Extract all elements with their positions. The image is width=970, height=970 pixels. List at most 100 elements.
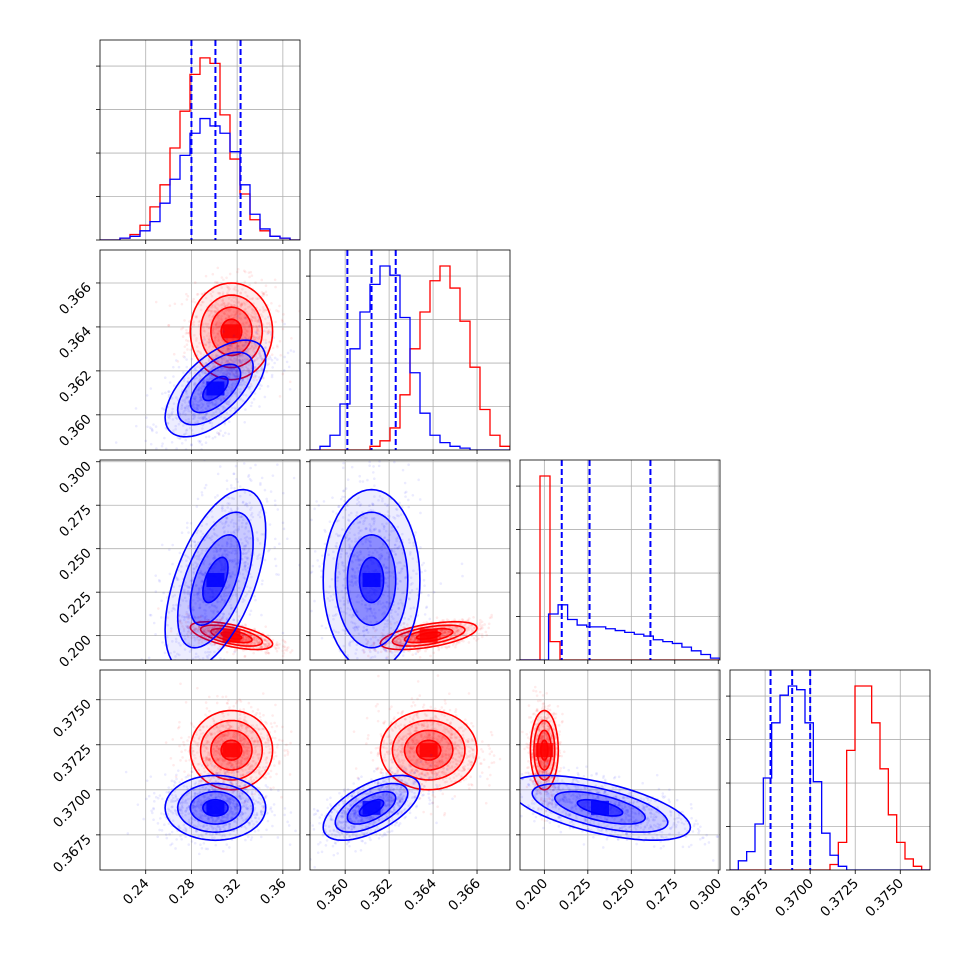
sample-point <box>220 303 223 306</box>
grid-lines <box>100 250 300 450</box>
sample-point <box>223 302 226 305</box>
sample-point <box>230 303 233 307</box>
sample-point <box>317 673 320 676</box>
sample-point <box>223 396 227 400</box>
sample-point <box>185 328 188 332</box>
sample-point <box>232 300 236 303</box>
sample-point <box>220 318 224 321</box>
sample-point <box>234 522 238 525</box>
sample-point <box>206 378 209 381</box>
sample-point <box>265 497 268 501</box>
sample-point <box>189 544 193 547</box>
sample-point <box>243 380 246 384</box>
sample-point <box>264 290 268 294</box>
sample-point <box>186 630 190 634</box>
sample-point <box>266 349 270 352</box>
sample-point <box>194 339 198 342</box>
sample-point <box>228 369 232 373</box>
sample-point <box>192 383 196 387</box>
sample-point <box>214 630 218 633</box>
sample-point <box>199 352 203 356</box>
sample-point <box>206 547 209 551</box>
sample-point <box>264 346 267 350</box>
sample-point <box>247 639 250 642</box>
sample-point <box>233 649 237 653</box>
sample-point <box>208 338 211 342</box>
sample-point <box>206 322 210 326</box>
sample-point <box>157 607 160 610</box>
sample-point <box>241 638 245 642</box>
sample-point <box>178 437 181 440</box>
sample-point <box>228 347 232 351</box>
sample-point <box>237 515 241 519</box>
sample-point <box>217 322 221 325</box>
sample-point <box>200 391 203 395</box>
sample-point <box>268 321 271 325</box>
sample-point <box>214 631 218 635</box>
sample-point <box>195 353 199 356</box>
sample-point <box>197 625 201 629</box>
sample-point <box>237 361 241 365</box>
sample-point <box>154 590 158 593</box>
sample-point <box>243 327 247 330</box>
sample-point <box>213 361 216 365</box>
sample-point <box>193 636 197 640</box>
sample-point <box>344 487 348 490</box>
sample-point <box>238 353 241 356</box>
sample-point <box>259 356 262 359</box>
sample-point <box>245 334 249 337</box>
sample-point <box>238 354 242 358</box>
sample-point <box>201 409 205 412</box>
sample-point <box>191 576 195 580</box>
sample-point <box>220 360 224 364</box>
sample-point <box>215 281 219 285</box>
sample-point <box>162 408 166 411</box>
sample-point <box>199 439 202 443</box>
sample-point <box>216 307 219 310</box>
sample-point <box>175 447 178 450</box>
sample-point <box>244 328 248 332</box>
sample-point <box>195 403 199 407</box>
sample-point <box>217 324 221 327</box>
sample-point <box>198 398 202 402</box>
sample-point <box>206 618 209 621</box>
sample-point <box>269 333 273 336</box>
sample-point <box>178 613 181 617</box>
sample-point <box>254 638 258 642</box>
sample-point <box>275 641 279 644</box>
sample-point <box>219 399 223 402</box>
sample-point <box>197 641 201 645</box>
sample-point <box>224 357 228 361</box>
sample-point <box>232 353 236 356</box>
sample-point <box>232 310 236 313</box>
sample-point <box>187 585 191 589</box>
sample-point <box>191 579 194 583</box>
sample-point <box>252 355 255 358</box>
sample-point <box>216 332 219 335</box>
sample-point <box>249 609 253 613</box>
sample-point <box>167 413 171 416</box>
sample-point <box>266 331 270 334</box>
sample-point <box>217 432 221 435</box>
sample-point <box>160 444 164 448</box>
sample-point <box>199 406 202 410</box>
sample-point <box>244 639 248 643</box>
sample-point <box>265 640 269 644</box>
sample-point <box>255 358 258 361</box>
sample-point <box>265 326 268 329</box>
sample-point <box>212 326 215 329</box>
sample-point <box>151 429 154 433</box>
sample-point <box>227 344 231 348</box>
sample-point <box>246 358 249 362</box>
sample-point <box>191 413 195 416</box>
sample-point <box>240 365 244 369</box>
sample-point <box>244 317 247 320</box>
sample-point <box>194 584 198 587</box>
sample-point <box>290 337 293 340</box>
sample-point <box>253 351 257 354</box>
sample-point <box>267 340 271 344</box>
sample-point <box>169 457 172 460</box>
sample-point <box>404 490 408 494</box>
sample-point <box>204 483 208 487</box>
sample-point <box>207 404 211 408</box>
